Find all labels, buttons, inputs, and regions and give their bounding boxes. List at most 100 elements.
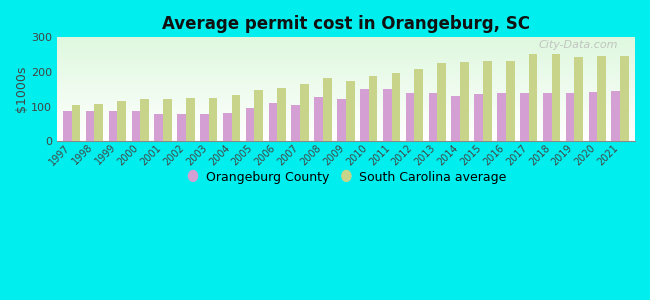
Bar [57,39,635,40]
Bar [118,101,126,141]
Bar [57,92,635,93]
Legend: Orangeburg County, South Carolina average: Orangeburg County, South Carolina averag… [181,166,512,189]
Bar [57,107,635,108]
Bar [57,60,635,61]
Bar [57,52,635,53]
Bar [620,56,629,141]
Bar [57,133,635,134]
Bar [57,97,635,98]
Bar [497,93,506,141]
Bar [57,82,635,83]
Bar [57,45,635,46]
Bar [57,108,635,109]
Bar [231,95,240,141]
Bar [57,83,635,84]
Bar [186,98,194,141]
Bar [57,69,635,70]
Bar [323,78,332,141]
Bar [57,64,635,65]
Bar [57,123,635,124]
Bar [57,78,635,79]
Bar [474,94,483,141]
Bar [86,111,94,141]
Bar [612,91,620,141]
Bar [57,57,635,58]
Bar [57,88,635,89]
Bar [437,63,446,141]
Bar [57,110,635,111]
Bar [57,116,635,117]
Bar [109,111,118,141]
Bar [57,112,635,113]
Bar [360,88,369,141]
Bar [57,62,635,63]
Bar [57,71,635,72]
Bar [483,61,491,141]
Bar [337,99,346,141]
Bar [57,98,635,99]
Bar [57,101,635,102]
Bar [246,108,254,141]
Bar [57,40,635,41]
Bar [57,65,635,66]
Bar [57,117,635,118]
Bar [57,132,635,133]
Bar [57,102,635,103]
Bar [72,106,81,141]
Bar [57,84,635,85]
Bar [506,61,515,141]
Bar [57,54,635,55]
Bar [57,135,635,136]
Bar [57,44,635,45]
Bar [57,48,635,49]
Bar [57,96,635,97]
Bar [57,68,635,69]
Bar [63,111,72,141]
Bar [369,76,378,141]
Bar [57,131,635,132]
Bar [57,41,635,42]
Bar [57,120,635,121]
Bar [57,74,635,75]
Bar [209,98,218,141]
Bar [57,58,635,59]
Bar [57,38,635,39]
Bar [163,99,172,141]
Bar [57,111,635,112]
Bar [57,85,635,86]
Text: City-Data.com: City-Data.com [538,40,617,50]
Bar [383,89,391,141]
Bar [57,49,635,50]
Bar [57,87,635,88]
Bar [57,51,635,52]
Bar [278,88,286,141]
Bar [57,46,635,47]
Bar [57,137,635,138]
Bar [57,72,635,73]
Bar [346,81,354,141]
Bar [140,99,149,141]
Bar [57,118,635,119]
Bar [57,66,635,67]
Bar [291,105,300,141]
Bar [57,114,635,115]
Bar [57,67,635,68]
Bar [131,111,140,141]
Bar [57,105,635,106]
Bar [57,128,635,129]
Bar [57,94,635,95]
Bar [57,124,635,125]
Bar [460,61,469,141]
Bar [57,63,635,64]
Bar [300,84,309,141]
Bar [57,91,635,92]
Bar [57,126,635,127]
Bar [57,122,635,123]
Bar [57,76,635,77]
Bar [415,69,423,141]
Bar [57,59,635,60]
Bar [223,113,231,141]
Bar [57,103,635,104]
Y-axis label: $1000s: $1000s [15,66,28,112]
Bar [452,96,460,141]
